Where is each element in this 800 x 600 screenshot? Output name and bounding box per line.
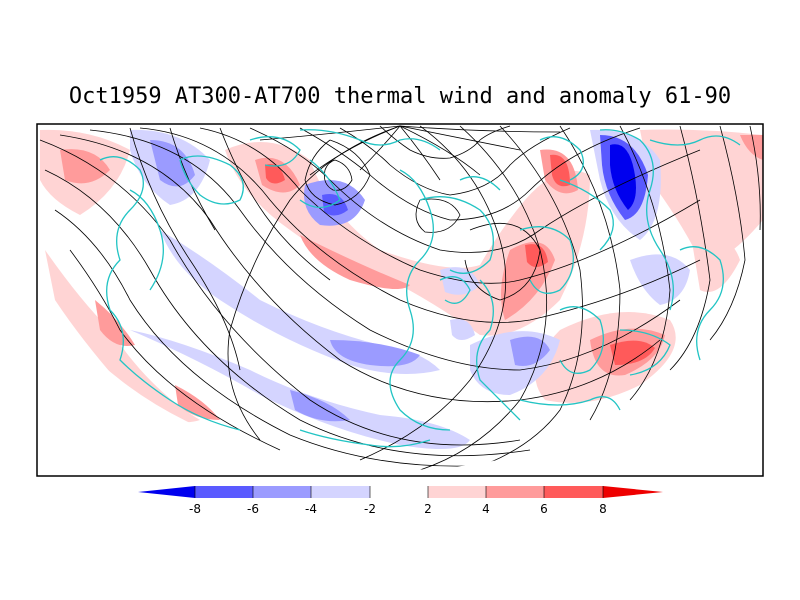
coastlines (99, 129, 741, 448)
colorbar-swatch (195, 486, 253, 498)
colorbar: -8 -6 -4 -2 2 4 6 8 (138, 486, 663, 516)
map-title: Oct1959 AT300-AT700 thermal wind and ano… (68, 84, 732, 109)
colorbar-label: -6 (247, 502, 259, 516)
colorbar-label: 2 (424, 502, 432, 516)
colorbar-swatch (253, 486, 311, 498)
colorbar-label: 6 (540, 502, 548, 516)
colorbar-swatch (370, 486, 428, 498)
colorbar-arrow-left (138, 486, 195, 498)
anomaly-shading (40, 129, 763, 449)
colorbar-label: -8 (189, 502, 201, 516)
colorbar-label: 4 (482, 502, 490, 516)
colorbar-label: -2 (364, 502, 376, 516)
colorbar-label: -4 (305, 502, 317, 516)
colorbar-swatch (544, 486, 603, 498)
colorbar-swatch (428, 486, 486, 498)
map-frame (36, 123, 764, 477)
colorbar-label: 8 (599, 502, 607, 516)
colorbar-arrow-right (603, 486, 663, 498)
colorbar-swatch (311, 486, 370, 498)
colorbar-swatch (486, 486, 544, 498)
